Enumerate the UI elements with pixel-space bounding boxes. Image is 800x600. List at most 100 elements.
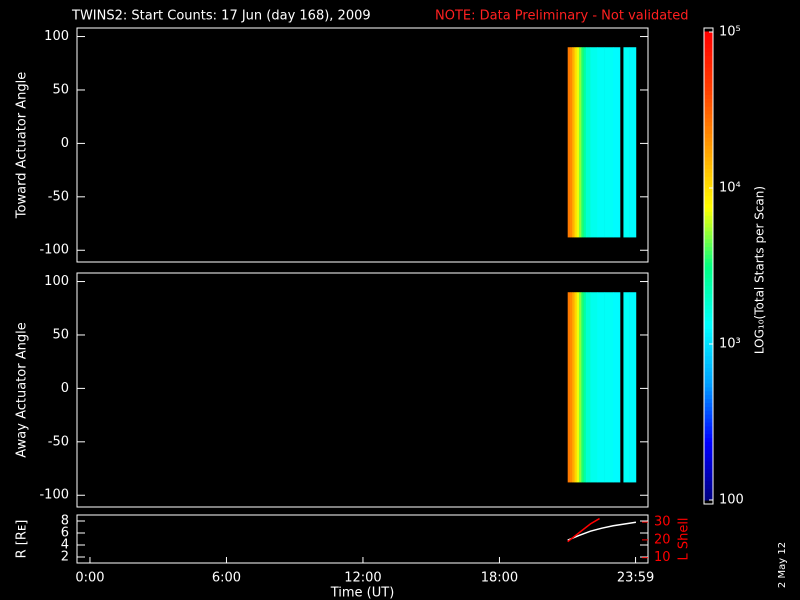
series-line (567, 521, 637, 541)
colorbar-swatch (704, 402, 713, 407)
colorbar-swatch (704, 203, 713, 208)
y-tick-label: 4 (61, 538, 69, 553)
colorbar-swatch (704, 113, 713, 119)
colorbar-swatch (704, 39, 713, 45)
colorbar-swatch (704, 93, 713, 99)
colorbar-swatch (704, 437, 713, 442)
y-tick-label: 0 (61, 136, 69, 151)
colorbar-swatch (704, 90, 713, 95)
colorbar-swatch (704, 386, 713, 392)
colorbar-swatch (704, 183, 713, 189)
y2-axis-label: L Shell (677, 517, 692, 560)
y-axis-label: Away Actuator Angle (15, 322, 30, 457)
heatmap-cell (583, 292, 587, 483)
heatmap-cell (576, 292, 580, 483)
colorbar-swatch (704, 324, 713, 329)
colorbar-swatch (704, 31, 713, 37)
colorbar-swatch (704, 409, 713, 415)
colorbar-swatch (704, 472, 713, 478)
colorbar-swatch (704, 265, 713, 271)
heatmap-cell (567, 292, 571, 483)
colorbar-swatch (704, 308, 713, 314)
colorbar-swatch (704, 187, 713, 193)
colorbar-swatch (704, 207, 713, 212)
colorbar-swatch (704, 101, 713, 107)
heatmap-cell (590, 47, 598, 238)
colorbar-swatch (704, 285, 713, 290)
colorbar-swatch (704, 175, 713, 181)
colorbar-swatch (704, 105, 713, 111)
x-tick-label: 18:00 (481, 571, 518, 586)
colorbar-swatch (704, 58, 713, 64)
colorbar-tick-label: 10⁴ (719, 181, 741, 196)
x-tick-label: 6:00 (212, 571, 241, 586)
heatmap-cell (623, 47, 630, 238)
colorbar-swatch (704, 82, 713, 88)
colorbar-swatch (704, 125, 713, 130)
x-tick-label: 23:59 (617, 571, 654, 586)
colorbar-swatch (704, 242, 713, 247)
colorbar-swatch (704, 413, 713, 419)
colorbar-swatch (704, 70, 713, 76)
colorbar-swatch (704, 218, 713, 224)
heatmap-cell (583, 47, 587, 238)
heatmap-cell (604, 47, 614, 238)
colorbar-swatch (704, 491, 713, 497)
y2-tick-label: 10 (654, 550, 671, 565)
colorbar-swatch (704, 312, 713, 318)
colorbar-swatch (704, 495, 713, 501)
colorbar-swatch (704, 347, 713, 353)
y-axis-label: Toward Actuator Angle (15, 72, 30, 219)
colorbar-swatch (704, 374, 713, 380)
colorbar-swatch (704, 433, 713, 439)
colorbar-swatch (704, 390, 713, 396)
colorbar-swatch (704, 35, 713, 41)
heatmap-cell (604, 292, 614, 483)
heatmap-cell (572, 292, 575, 483)
colorbar-swatch (704, 464, 713, 470)
colorbar-label: LOG₁₀(Total Starts per Scan) (753, 186, 767, 354)
colorbar-swatch (704, 222, 713, 228)
heatmap-cell (590, 292, 598, 483)
plot-frame (76, 272, 649, 508)
heatmap-cell (581, 47, 584, 238)
colorbar-swatch (704, 148, 713, 154)
plot-frame (76, 514, 649, 564)
heatmap-cell (572, 47, 575, 238)
y2-tick-label: 30 (654, 515, 671, 530)
colorbar-swatch (704, 327, 713, 333)
colorbar-swatch (704, 47, 713, 52)
colorbar-swatch (704, 214, 713, 220)
colorbar-swatch (704, 160, 713, 166)
colorbar-swatch (704, 292, 713, 298)
colorbar-swatch (704, 370, 713, 376)
colorbar-swatch (704, 253, 713, 259)
colorbar-swatch (704, 382, 713, 388)
heatmap-cell (567, 47, 571, 238)
colorbar-swatch (704, 234, 713, 240)
colorbar-swatch (704, 277, 713, 283)
heatmap-cell (574, 47, 578, 238)
colorbar-swatch (704, 417, 713, 423)
colorbar-swatch (704, 54, 713, 60)
colorbar-swatch (704, 483, 713, 489)
colorbar-swatch (704, 425, 713, 431)
heatmap-cell (585, 292, 591, 483)
y-tick-label: 6 (61, 526, 69, 541)
colorbar-swatch (704, 249, 713, 255)
colorbar-frame (703, 27, 714, 505)
colorbar-swatch (704, 300, 713, 306)
heatmap-cell (585, 47, 591, 238)
colorbar-swatch (704, 62, 713, 68)
heatmap-cell (623, 292, 630, 483)
y-tick-label: 50 (52, 327, 69, 342)
colorbar-swatch (704, 448, 713, 454)
y-tick-label: 100 (44, 274, 69, 289)
colorbar-swatch (704, 121, 713, 127)
colorbar-swatch (704, 355, 713, 361)
colorbar-swatch (704, 51, 713, 56)
colorbar-swatch (704, 452, 713, 458)
colorbar-swatch (704, 339, 713, 345)
colorbar-swatch (704, 246, 713, 251)
colorbar-swatch (704, 168, 713, 173)
